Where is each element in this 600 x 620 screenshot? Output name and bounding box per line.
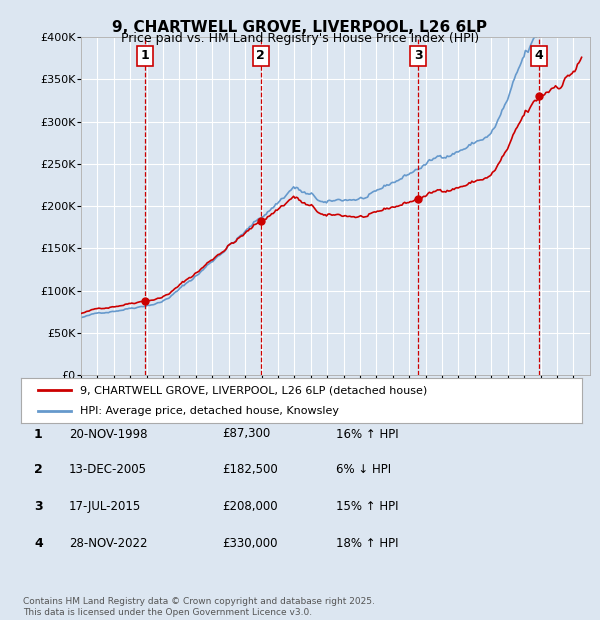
Text: 20-NOV-1998: 20-NOV-1998 xyxy=(69,428,148,440)
Text: Contains HM Land Registry data © Crown copyright and database right 2025.
This d: Contains HM Land Registry data © Crown c… xyxy=(23,598,374,617)
Text: 15% ↑ HPI: 15% ↑ HPI xyxy=(336,500,398,513)
Text: 3: 3 xyxy=(414,49,422,62)
Text: 18% ↑ HPI: 18% ↑ HPI xyxy=(336,538,398,550)
Text: 28-NOV-2022: 28-NOV-2022 xyxy=(69,538,148,550)
Text: 2: 2 xyxy=(34,463,43,476)
Text: 16% ↑ HPI: 16% ↑ HPI xyxy=(336,428,398,440)
Text: 13-DEC-2005: 13-DEC-2005 xyxy=(69,463,147,476)
Text: £87,300: £87,300 xyxy=(222,428,270,440)
Text: £208,000: £208,000 xyxy=(222,500,278,513)
Text: 1: 1 xyxy=(140,49,149,62)
Text: 6% ↓ HPI: 6% ↓ HPI xyxy=(336,463,391,476)
Text: 4: 4 xyxy=(535,49,544,62)
Text: HPI: Average price, detached house, Knowsley: HPI: Average price, detached house, Know… xyxy=(80,405,339,416)
Text: £182,500: £182,500 xyxy=(222,463,278,476)
Text: 17-JUL-2015: 17-JUL-2015 xyxy=(69,500,141,513)
Text: 3: 3 xyxy=(34,500,43,513)
Text: 2: 2 xyxy=(256,49,265,62)
Text: 9, CHARTWELL GROVE, LIVERPOOL, L26 6LP (detached house): 9, CHARTWELL GROVE, LIVERPOOL, L26 6LP (… xyxy=(80,385,427,396)
Text: 9, CHARTWELL GROVE, LIVERPOOL, L26 6LP: 9, CHARTWELL GROVE, LIVERPOOL, L26 6LP xyxy=(113,20,487,35)
Text: 4: 4 xyxy=(34,538,43,550)
Text: Price paid vs. HM Land Registry's House Price Index (HPI): Price paid vs. HM Land Registry's House … xyxy=(121,32,479,45)
Text: £330,000: £330,000 xyxy=(222,538,277,550)
Text: 1: 1 xyxy=(34,428,43,440)
